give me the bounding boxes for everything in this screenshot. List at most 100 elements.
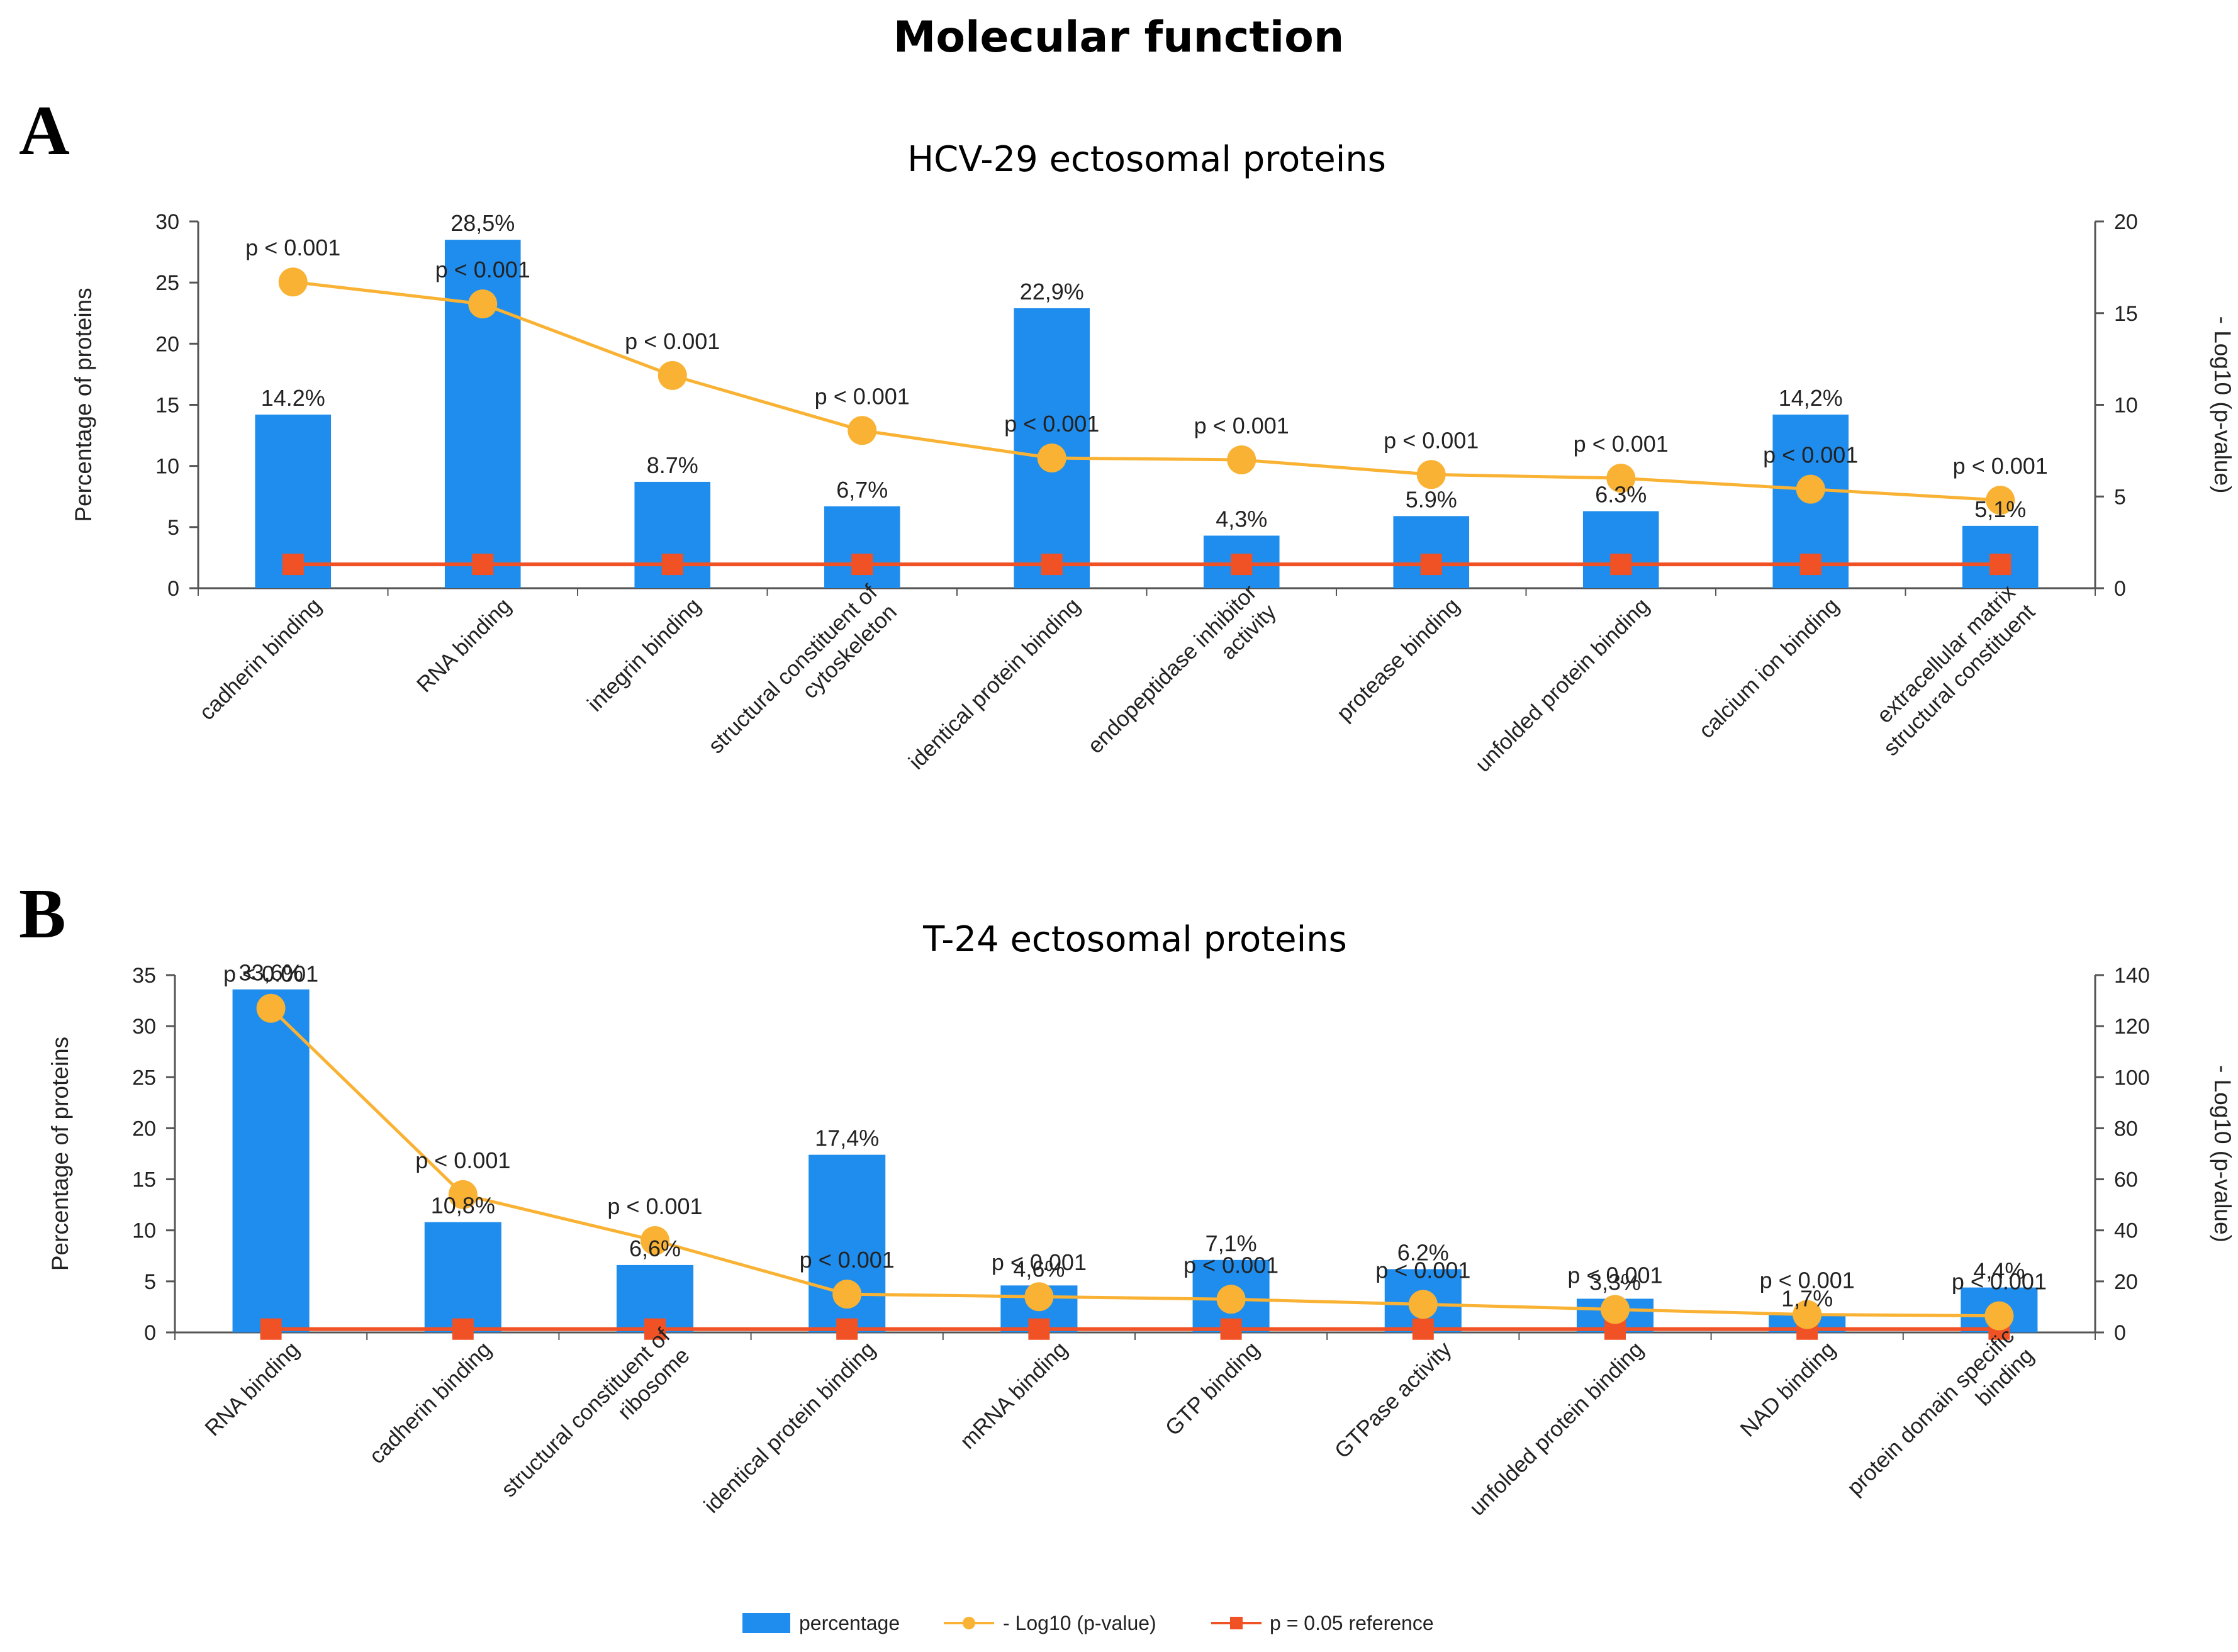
- category-label-line: cadherin binding: [364, 1337, 496, 1468]
- bar-data-label: 7,1%: [1206, 1231, 1257, 1256]
- bar-data-label: 14.2%: [261, 385, 325, 411]
- pvalue-marker: [448, 1180, 478, 1209]
- pvalue-line: [293, 280, 2001, 502]
- bar: [824, 506, 900, 588]
- bar: [232, 989, 310, 1332]
- pvalue-marker: [641, 1225, 669, 1255]
- reference-marker: [1799, 554, 1821, 576]
- pvalue-marker: [468, 289, 498, 319]
- category-label-line: protease binding: [1332, 593, 1465, 726]
- category-label: protein domain specificbinding: [1842, 1324, 2039, 1520]
- bar-data-label: 5,1%: [1974, 496, 2026, 522]
- bar-data-label: 4,6%: [1013, 1256, 1065, 1281]
- right-tick-label: 40: [2114, 1219, 2138, 1243]
- right-tick-label: 60: [2114, 1168, 2138, 1192]
- category-label: calcium ion binding: [1694, 593, 1844, 743]
- pvalue-marker: [657, 360, 687, 390]
- category-label-line: protein domain specific: [1842, 1324, 2019, 1500]
- bar-data-label: 1,7%: [1781, 1285, 1833, 1311]
- pvalue-marker: [1037, 444, 1066, 473]
- pvalue-label: p < 0.001: [1384, 427, 1479, 453]
- left-tick-label: 25: [155, 271, 179, 295]
- category-label-line: structural constituent of: [496, 1324, 675, 1502]
- right-tick-label: 120: [2114, 1015, 2150, 1039]
- right-tick-label: 0: [2114, 1321, 2126, 1345]
- panel-b: B T-24 ectosomal proteins 0 5 10 15 20 25 30 35 0 2…: [19, 875, 2235, 1521]
- legend-swatch-line-marker: [963, 1617, 975, 1629]
- bar-data-label: 14,2%: [1779, 385, 1843, 411]
- bar-data-label: 4,3%: [1216, 506, 1267, 532]
- bar-data-label: 28,5%: [450, 210, 515, 236]
- legend-swatch-reference-marker: [1230, 1617, 1243, 1629]
- right-tick-label: 100: [2114, 1066, 2150, 1090]
- legend-label: percentage: [799, 1612, 900, 1634]
- reference-marker: [260, 1318, 282, 1340]
- bar-data-label: 10,8%: [431, 1193, 495, 1219]
- right-tick-label: 80: [2114, 1117, 2138, 1141]
- category-label-line: unfolded protein binding: [1465, 1337, 1648, 1521]
- category-label: mRNA binding: [955, 1337, 1072, 1454]
- category-label-line: identical protein binding: [904, 593, 1085, 774]
- category-label: NAD binding: [1735, 1337, 1840, 1442]
- pvalue-label: p < 0.001: [607, 1193, 702, 1219]
- reference-marker: [1231, 554, 1253, 576]
- category-label: structural constituent ofribosome: [496, 1324, 695, 1522]
- category-label: GTP binding: [1161, 1337, 1265, 1441]
- category-label: endopeptidase inhibitoractivity: [1083, 580, 1281, 778]
- pvalue-marker: [1227, 445, 1256, 474]
- figure-title: Molecular function: [893, 13, 1345, 62]
- bar-data-label: 33,6%: [239, 960, 303, 986]
- pvalue-label: p < 0.001: [1763, 442, 1858, 468]
- pvalue-label: p < 0.001: [223, 961, 318, 987]
- category-label-line: GTPase activity: [1330, 1337, 1457, 1463]
- right-tick-label: 5: [2114, 485, 2126, 509]
- pvalue-label: p < 0.001: [1004, 411, 1099, 437]
- panel-letter: B: [19, 875, 66, 953]
- pvalue-marker: [832, 1280, 862, 1309]
- bar-data-label: 6.2%: [1397, 1239, 1449, 1265]
- bar-data-label: 6,6%: [629, 1236, 681, 1261]
- pvalue-marker: [1024, 1282, 1054, 1312]
- pvalue-label: p < 0.001: [1183, 1252, 1278, 1278]
- bar-data-label: 4,4%: [1973, 1258, 2025, 1284]
- panel-a: A HCV-29 ectosomal proteins 0 5 10 15 20 25 30 0 5…: [19, 92, 2235, 778]
- pvalue-label: p < 0.001: [1952, 1269, 2047, 1295]
- pvalue-marker: [1986, 486, 2015, 515]
- right-tick-label: 0: [2114, 577, 2126, 601]
- reference-marker: [452, 1318, 474, 1340]
- pvalue-label: p < 0.001: [1567, 1262, 1662, 1288]
- pvalue-label: p < 0.001: [1574, 431, 1669, 457]
- pvalue-marker: [1601, 1295, 1630, 1324]
- left-tick-label: 20: [155, 332, 179, 356]
- pvalue-marker: [1416, 460, 1446, 489]
- category-label-line: endopeptidase inhibitor: [1083, 580, 1262, 759]
- category-label: RNA binding: [412, 593, 516, 697]
- left-tick-label: 5: [167, 516, 179, 540]
- pvalue-marker: [256, 993, 286, 1023]
- category-label: extracellular matrixstructural constitue…: [1859, 580, 2040, 761]
- category-label: unfolded protein binding: [1470, 593, 1654, 777]
- pvalue-marker: [1984, 1301, 2014, 1331]
- panel-title: HCV-29 ectosomal proteins: [907, 139, 1386, 180]
- pvalue-line: [269, 1007, 2000, 1318]
- y2-axis-title: - Log10 (p-value): [2210, 1065, 2235, 1242]
- bar-data-label: 5.9%: [1406, 486, 1457, 512]
- right-tick-label: 15: [2114, 302, 2138, 326]
- pvalue-label: p < 0.001: [1375, 1257, 1470, 1283]
- reference-marker: [644, 1318, 666, 1340]
- bar-data-label: 3,3%: [1589, 1269, 1641, 1295]
- pvalue-marker: [1796, 474, 1825, 504]
- right-tick-label: 140: [2114, 964, 2150, 988]
- reference-marker: [1412, 1318, 1434, 1340]
- pvalue-label: p < 0.001: [815, 383, 910, 409]
- left-tick-label: 30: [132, 1015, 156, 1039]
- category-label: identical protein binding: [699, 1337, 880, 1518]
- left-tick-label: 0: [144, 1321, 156, 1345]
- reference-marker: [836, 1318, 858, 1340]
- category-label-line: integrin binding: [583, 593, 705, 716]
- pvalue-marker: [1793, 1300, 1822, 1329]
- category-label-line: RNA binding: [412, 593, 516, 697]
- reference-marker: [282, 554, 304, 576]
- pvalue-marker: [1408, 1290, 1438, 1319]
- left-tick-label: 30: [155, 210, 179, 234]
